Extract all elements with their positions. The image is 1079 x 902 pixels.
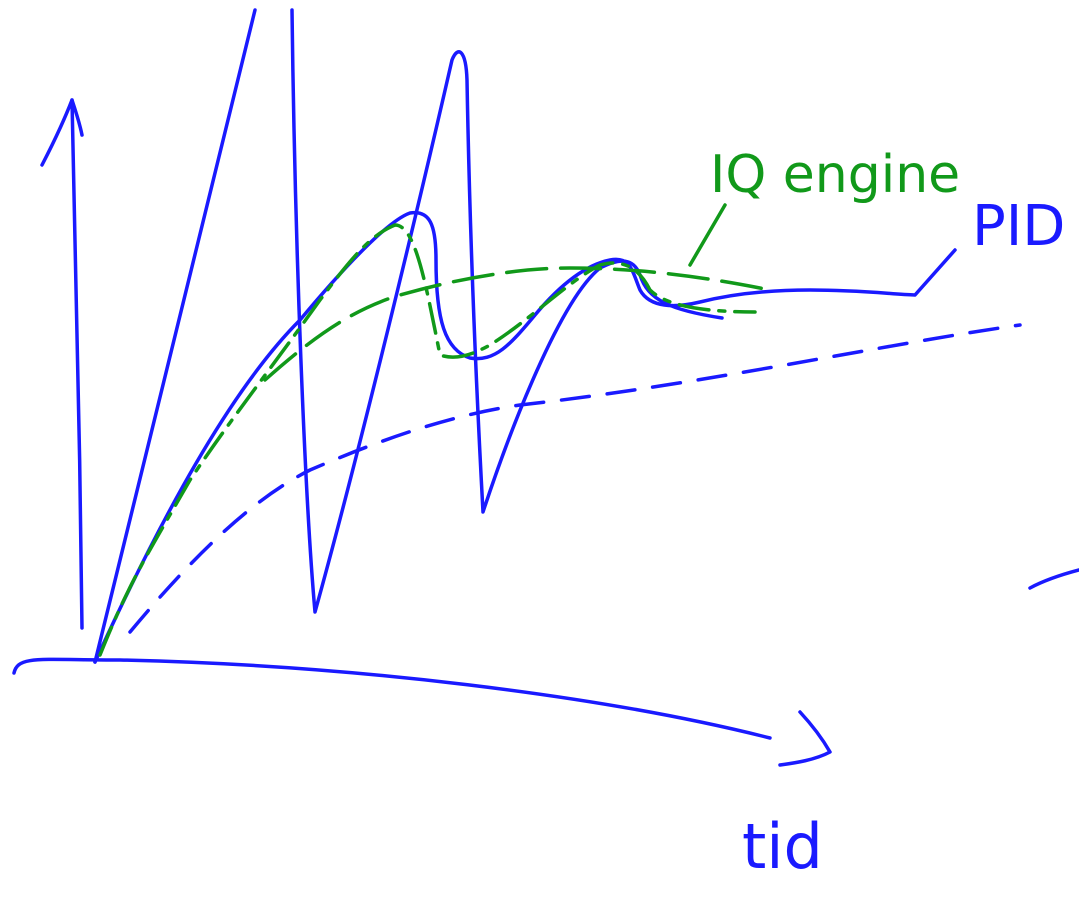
- edge-stroke: [1028, 568, 1079, 590]
- pid-label: PID: [972, 194, 1065, 259]
- y-axis-arrowhead: [40, 98, 84, 167]
- iq-engine-response: [98, 223, 757, 657]
- time-axis-label: tid: [742, 810, 823, 883]
- dashed-response: [128, 323, 1022, 634]
- iq-engine-leader: [688, 203, 727, 267]
- y-axis: [70, 98, 84, 630]
- pid-response: [93, 210, 957, 664]
- oscillating-response: [93, 8, 724, 664]
- x-axis-arrowhead: [778, 710, 832, 767]
- x-axis: [12, 657, 772, 740]
- iq-engine-label: IQ engine: [710, 145, 960, 205]
- iq-engine-response-alt: [263, 266, 772, 382]
